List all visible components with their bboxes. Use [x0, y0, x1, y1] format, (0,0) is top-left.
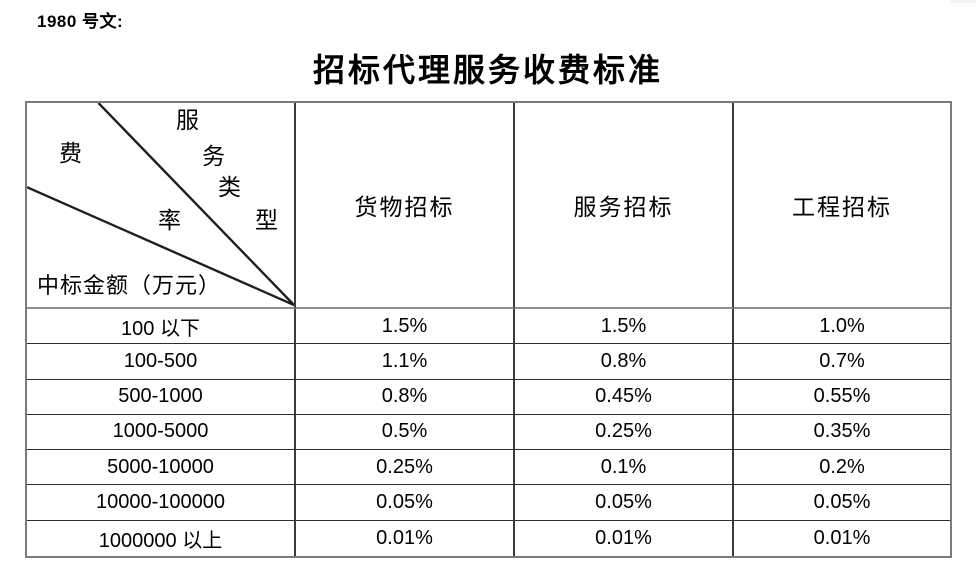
corner-rate-char: 率: [158, 208, 181, 233]
corner-service-type-char: 型: [255, 208, 278, 233]
table-cell: 0.01%: [515, 520, 734, 556]
table-cell: 1.5%: [515, 309, 734, 345]
table-cell: 0.01%: [296, 520, 515, 556]
row-label: 100 以下: [27, 309, 296, 345]
table-cell: 0.7%: [734, 344, 950, 380]
row-label: 100-500: [27, 344, 296, 380]
row-label: 1000000 以上: [27, 520, 296, 556]
table-cell: 0.45%: [515, 379, 734, 415]
table-cell: 0.8%: [515, 344, 734, 380]
table-cell: 0.5%: [296, 414, 515, 451]
row-label: 500-1000: [27, 379, 296, 415]
table-cell: 1.5%: [296, 309, 515, 345]
row-label: 5000-10000: [27, 450, 296, 486]
table-cell: 0.2%: [734, 450, 950, 486]
fee-standard-table: 服 务 类 型 费 率 中标金额（万元） 货物招标 服务招标 工程招标 100 …: [25, 101, 952, 558]
table-cell: 1.0%: [734, 309, 950, 345]
corner-fee-char: 费: [59, 141, 82, 166]
table-cell: 0.05%: [734, 485, 950, 521]
table-cell: 0.1%: [515, 450, 734, 486]
diagonal-divider-lines: [27, 103, 294, 307]
table-cell: 0.25%: [296, 450, 515, 486]
corner-service-type-char: 类: [218, 175, 241, 200]
table-cell: 0.01%: [813, 526, 871, 549]
table-cell: 0.8%: [296, 379, 515, 415]
column-header-works: 工程招标: [734, 103, 950, 309]
page-title: 招标代理服务收费标准: [312, 52, 663, 88]
corner-service-type-char: 服: [176, 108, 199, 133]
corner-service-type-char: 务: [202, 144, 225, 169]
corner-amount-axis-label: 中标金额（万元）: [37, 273, 222, 298]
table-cell: 0.35%: [734, 415, 950, 451]
column-header-services: 服务招标: [515, 103, 734, 309]
column-header-goods: 货物招标: [296, 103, 515, 309]
table-cell: 0.05%: [515, 485, 734, 521]
table-cell: 1.1%: [296, 344, 515, 380]
row-label: 10000-100000: [27, 485, 296, 521]
row-label: 1000-5000: [27, 414, 296, 451]
corner-header-cell: 服 务 类 型 费 率 中标金额（万元）: [27, 103, 296, 309]
table-cell: 0.55%: [734, 380, 950, 415]
page-edge-artifact: [950, 0, 976, 3]
table-cell: 0.05%: [296, 485, 515, 521]
document-number-label: 1980 号文:: [37, 12, 124, 31]
table-cell: 0.25%: [515, 414, 734, 451]
